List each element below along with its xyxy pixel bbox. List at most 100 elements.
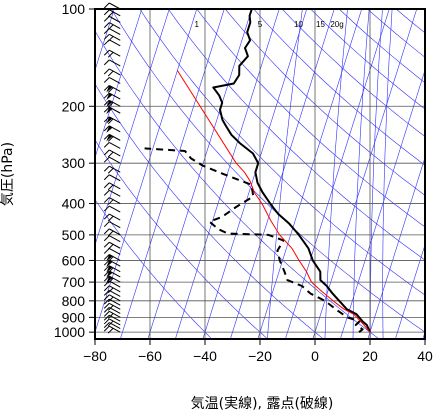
wind-barb-pennant <box>106 265 113 273</box>
wind-barb-feather <box>103 228 110 235</box>
wind-barb-feather <box>103 254 110 260</box>
dry-adiabat-line <box>95 83 324 339</box>
x-tick-label: −60 <box>138 348 162 364</box>
wind-barb-feather <box>103 116 110 123</box>
wind-barb <box>103 306 121 314</box>
y-tick-label: 800 <box>62 293 86 309</box>
wind-barb-feather <box>103 22 110 28</box>
wind-barb-feather <box>107 256 114 262</box>
wind-barb <box>103 228 121 237</box>
label-layer: 1 5 10 15 20g1002003004005006007008009001000… <box>54 1 433 364</box>
x-tick-label: 20 <box>362 348 378 364</box>
wind-barb-feather <box>103 16 110 22</box>
wind-barb <box>103 174 121 182</box>
wind-barb-staff <box>109 174 121 182</box>
wind-barb-feather <box>103 294 110 301</box>
wind-barb-feather <box>103 213 110 220</box>
wind-barb <box>103 259 121 268</box>
wind-barb <box>103 254 121 262</box>
dry-adiabat-line <box>167 9 425 261</box>
isotherm-line <box>147 9 253 339</box>
y-tick-label: 600 <box>62 252 86 268</box>
wind-barb <box>103 39 121 47</box>
wind-barb-feather <box>103 265 110 272</box>
wind-barb-feather <box>107 118 114 125</box>
dry-adiabat-line <box>224 9 425 196</box>
wind-barb <box>103 285 121 294</box>
wind-barb <box>103 125 121 133</box>
wind-barb-staff <box>109 306 121 314</box>
isotherm-line <box>340 69 425 339</box>
x-tick-label: −20 <box>248 348 272 364</box>
wind-barb <box>103 265 121 274</box>
wind-barb <box>103 302 121 311</box>
wind-barb-staff <box>109 318 121 326</box>
mixing-ratio-label: 1 <box>195 20 200 29</box>
wind-barb-feather <box>107 151 114 158</box>
wind-barb-staff <box>109 310 121 318</box>
wind-barb-feather <box>103 149 110 156</box>
dry-adiabat-line <box>95 30 380 339</box>
wind-barb-feather <box>103 241 110 248</box>
wind-barb <box>103 289 121 297</box>
wind-barb-staff <box>109 294 121 302</box>
wind-barb-pennant <box>106 276 113 284</box>
dry-adiabat-line <box>367 9 425 58</box>
wind-barb-pennant <box>106 270 113 278</box>
mixing-ratio-label: 20g <box>330 20 343 29</box>
wind-barb-feather <box>103 290 110 296</box>
wind-barb-staff <box>109 92 121 100</box>
wind-barb-staff <box>109 49 121 57</box>
wind-barb-staff <box>109 106 121 114</box>
wind-barb-feather <box>103 174 110 181</box>
wind-barb-feather <box>103 77 110 83</box>
wind-barb-pennant <box>106 116 113 124</box>
wind-barb-feather <box>103 182 110 189</box>
wind-barb-feather <box>107 287 114 294</box>
wind-barb-feather <box>107 11 114 18</box>
wind-barb-feather <box>107 327 114 334</box>
wind-barb-staff <box>109 325 121 333</box>
dewpoint-profile-line <box>144 147 364 333</box>
isotherm-line <box>257 9 363 339</box>
wind-barb-staff <box>109 189 121 197</box>
wind-barb-staff <box>109 39 121 47</box>
wind-barb-feather <box>107 277 114 284</box>
wind-barb <box>103 22 121 30</box>
y-tick-label: 100 <box>62 1 86 17</box>
wind-barb <box>103 85 121 93</box>
wind-barb-feather <box>107 313 114 319</box>
x-tick-label: 40 <box>417 348 433 364</box>
wind-barb-staff <box>109 248 121 255</box>
wind-barb-staff <box>109 235 121 243</box>
wind-barb-staff <box>109 197 121 204</box>
wind-barb <box>103 298 121 306</box>
isotherm-line <box>395 243 425 339</box>
isotherm-line <box>95 9 115 72</box>
wind-barb-pennant <box>106 100 113 108</box>
wind-barb <box>103 205 121 213</box>
wind-barb <box>103 241 121 250</box>
wind-barb-feather <box>103 33 110 40</box>
wind-barb-feather <box>107 51 114 58</box>
wind-barb-feather <box>103 85 110 91</box>
isotherm-line <box>95 9 170 246</box>
wind-barb <box>103 221 121 229</box>
wind-barb-feather <box>107 215 114 222</box>
wind-barb-feather <box>107 167 114 174</box>
wind-barb <box>103 92 121 101</box>
wind-barb <box>103 141 121 149</box>
wind-barb-feather <box>103 322 110 328</box>
wind-barb-feather <box>103 325 110 332</box>
wind-barb <box>103 310 121 319</box>
wind-barb-feather <box>103 49 110 56</box>
wind-barb-staff <box>109 85 121 92</box>
wind-barb <box>103 294 121 303</box>
wind-barb <box>103 59 121 67</box>
mixing-ratio-line <box>382 9 393 339</box>
wind-barb <box>103 165 121 174</box>
wind-barb-pennant <box>106 254 113 262</box>
isotherm-line <box>95 9 143 159</box>
wind-barb-staff <box>109 156 121 164</box>
